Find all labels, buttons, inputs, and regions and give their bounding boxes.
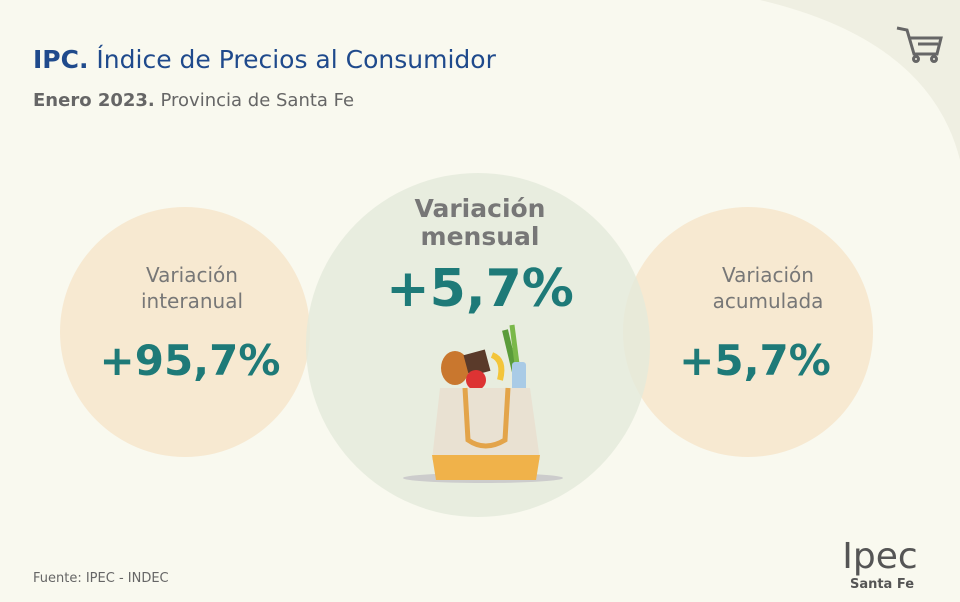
circle-center: [306, 173, 650, 517]
circle-left: [60, 207, 310, 457]
cart-icon: [896, 26, 943, 63]
indicator-label: Variación: [146, 263, 238, 287]
indicator-value: +5,7%: [679, 336, 831, 385]
indicator-label: interanual: [141, 289, 243, 313]
indicator-label: Variación: [722, 263, 814, 287]
grocery-bag: [403, 324, 563, 483]
indicator-label: Variación: [415, 194, 546, 223]
source: Fuente: IPEC - INDEC: [33, 571, 169, 586]
indicator-value: +5,7%: [386, 259, 574, 319]
indicator-value: +95,7%: [100, 336, 281, 385]
circle-right: [623, 207, 873, 457]
logo: Ipec: [842, 536, 917, 577]
title: IPC. Índice de Precios al Consumidor: [33, 45, 497, 74]
logo-subtitle: Santa Fe: [850, 577, 914, 592]
indicator-label: acumulada: [713, 289, 824, 313]
subtitle: Enero 2023. Provincia de Santa Fe: [33, 90, 354, 111]
indicator-label: mensual: [421, 222, 540, 251]
